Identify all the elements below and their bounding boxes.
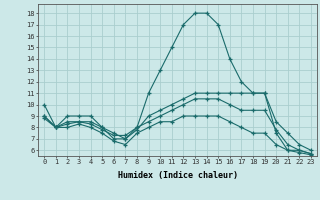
- X-axis label: Humidex (Indice chaleur): Humidex (Indice chaleur): [118, 171, 238, 180]
